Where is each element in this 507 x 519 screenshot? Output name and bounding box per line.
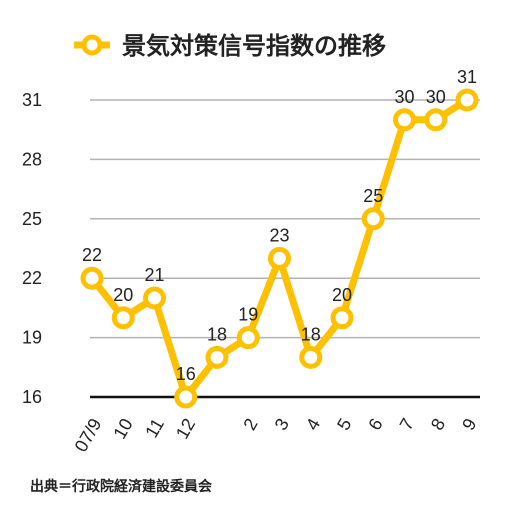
- x-tick-label: 12: [172, 415, 199, 442]
- y-tick-label: 22: [22, 268, 42, 288]
- data-labels: 22 20 21 16 18 19 23 18 20 25 30 30 31: [82, 67, 477, 384]
- y-axis-ticks: 16 19 22 25 28 31: [22, 90, 42, 407]
- data-label: 20: [113, 285, 133, 305]
- y-tick-label: 28: [22, 149, 42, 169]
- data-point: [330, 306, 354, 330]
- x-tick-label: 07/9: [71, 415, 106, 455]
- x-tick-label: 9: [458, 415, 480, 434]
- x-tick-label: 11: [141, 415, 168, 441]
- data-label: 21: [144, 265, 164, 285]
- y-tick-label: 25: [22, 209, 42, 229]
- chart-title: 景気対策信号指数の推移: [122, 32, 386, 60]
- data-point: [236, 326, 260, 350]
- data-label: 18: [301, 324, 321, 344]
- x-tick-label: 3: [271, 415, 293, 434]
- data-label: 25: [363, 186, 383, 206]
- x-tick-label: 6: [364, 415, 386, 434]
- data-label: 30: [394, 87, 414, 107]
- data-point: [143, 286, 166, 310]
- data-point: [268, 246, 291, 270]
- y-tick-label: 19: [22, 328, 42, 348]
- data-label: 23: [269, 225, 289, 245]
- y-tick-label: 16: [22, 387, 42, 407]
- source-note: 出典＝行政院経済建設委員会: [30, 479, 212, 495]
- x-tick-label: 7: [396, 415, 418, 434]
- data-label: 30: [426, 87, 446, 107]
- data-point: [424, 108, 448, 132]
- x-tick-label: 4: [302, 415, 324, 434]
- legend-marker: [81, 34, 103, 56]
- data-label: 18: [207, 324, 227, 344]
- x-tick-label: 10: [109, 415, 136, 442]
- data-label: 22: [82, 245, 102, 265]
- data-label: 19: [238, 305, 258, 325]
- data-point: [393, 108, 416, 132]
- data-label: 31: [457, 67, 477, 87]
- data-point: [80, 266, 104, 290]
- data-point: [111, 306, 135, 330]
- x-axis-ticks: 07/9 10 11 12 2 3 4 5 6 7 8 9: [71, 415, 481, 455]
- y-tick-label: 31: [22, 90, 42, 110]
- data-points: [80, 88, 479, 409]
- legend: 景気対策信号指数の推移: [74, 32, 386, 60]
- data-point: [299, 345, 323, 369]
- data-point: [455, 88, 479, 112]
- data-label: 16: [176, 364, 196, 384]
- data-point: [174, 385, 198, 409]
- x-tick-label: 2: [239, 415, 261, 434]
- data-point: [361, 207, 385, 231]
- x-tick-label: 5: [333, 415, 355, 434]
- grid-lines: [90, 99, 480, 399]
- x-tick-label: 8: [427, 415, 449, 434]
- data-label: 20: [332, 285, 352, 305]
- data-point: [205, 345, 229, 369]
